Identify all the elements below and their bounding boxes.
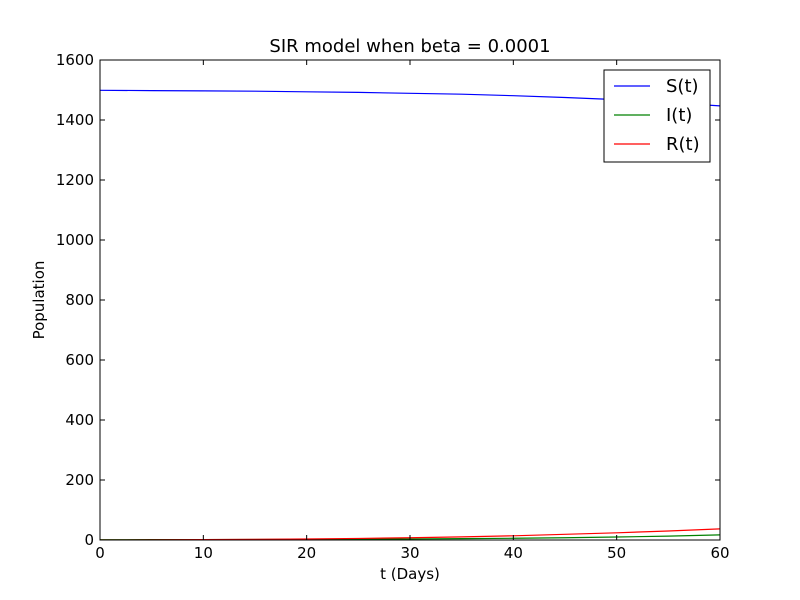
- x-tick-label: 50: [607, 544, 626, 562]
- x-tick-label: 0: [95, 544, 105, 562]
- y-tick-label: 0: [84, 531, 94, 549]
- legend-label-rt: R(t): [666, 134, 700, 155]
- legend: S(t) I(t) R(t): [603, 69, 711, 163]
- x-axis-ticks: 0 10 20 30 40 50 60: [95, 60, 730, 562]
- legend-box: [603, 69, 711, 163]
- y-tick-label: 1600: [56, 51, 94, 69]
- y-axis-label: Population: [30, 261, 48, 340]
- y-tick-label: 1200: [56, 171, 94, 189]
- legend-entries: S(t) I(t) R(t): [614, 76, 700, 155]
- x-tick-label: 30: [400, 544, 419, 562]
- x-tick-label: 60: [710, 544, 729, 562]
- x-tick-label: 20: [297, 544, 316, 562]
- y-tick-label: 1000: [56, 231, 94, 249]
- y-tick-label: 600: [65, 351, 94, 369]
- legend-label-st: S(t): [666, 76, 699, 97]
- y-axis-ticks: 0 200 400 600 800 1000 1200 1400 1600: [56, 51, 720, 549]
- x-tick-label: 10: [194, 544, 213, 562]
- y-tick-label: 1400: [56, 111, 94, 129]
- x-tick-label: 40: [504, 544, 523, 562]
- y-tick-label: 200: [65, 471, 94, 489]
- x-axis-label: t (Days): [380, 565, 440, 583]
- legend-label-it: I(t): [666, 105, 692, 126]
- y-tick-label: 800: [65, 291, 94, 309]
- y-tick-label: 400: [65, 411, 94, 429]
- chart-title: SIR model when beta = 0.0001: [269, 36, 550, 57]
